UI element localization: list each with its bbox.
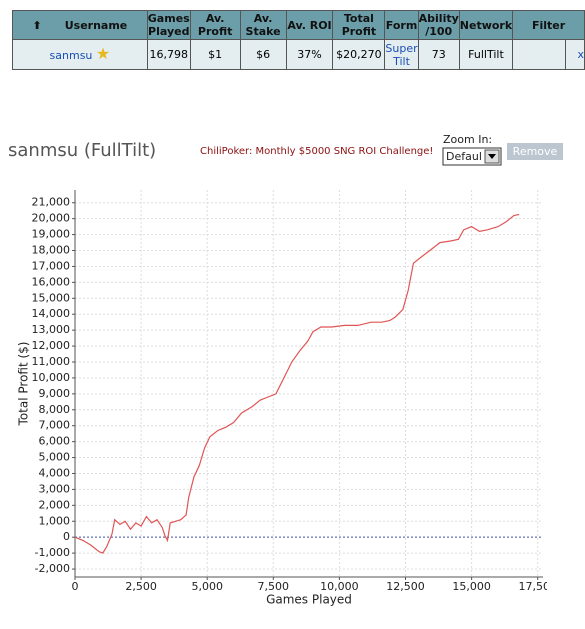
x-tick-label: 12,500 [386, 580, 425, 593]
y-tick-label: 7,000 [39, 419, 71, 432]
cell: x [564, 39, 585, 70]
cell: 37% [285, 39, 334, 70]
cell [512, 39, 566, 70]
cell: sanmsu ★ [12, 39, 148, 70]
header-row: ⬆ Username Games Played Av. Profit Av. S… [12, 10, 585, 40]
y-tick-label: 17,000 [32, 259, 71, 272]
y-tick-label: 14,000 [32, 307, 71, 320]
header-cell[interactable]: Total Profit [332, 10, 386, 40]
cell: FullTilt [458, 39, 514, 70]
y-tick-label: -1,000 [35, 546, 70, 559]
y-tick-label: 19,000 [32, 228, 71, 241]
profile-title: sanmsu (FullTilt) [8, 140, 156, 161]
x-tick-label: 2,500 [125, 580, 157, 593]
y-tick-label: 2,000 [39, 498, 71, 511]
cell: 16,798 [146, 39, 191, 70]
y-tick-label: 4,000 [39, 466, 71, 479]
chart: sanmsu (FullTilt) ChiliPoker: Monthly $5… [8, 133, 563, 607]
y-tick-label: 20,000 [32, 212, 71, 225]
header-cell[interactable]: Av. Profit [189, 10, 241, 40]
profit-line [74, 213, 520, 554]
data-row: sanmsu ★ 16,798 $1 $6 37% $20,270 Super … [12, 39, 585, 70]
y-tick-label: 18,000 [32, 244, 71, 257]
y-tick-label: 3,000 [39, 482, 71, 495]
arrow-icon [488, 154, 496, 159]
y-tick-label: 10,000 [32, 371, 71, 384]
y-tick-label: 13,000 [32, 323, 71, 336]
x-axis-title: Games Played [266, 593, 352, 607]
header-cell[interactable]: Form [384, 10, 419, 40]
y-tick-label: 9,000 [39, 387, 71, 400]
user-link[interactable]: sanmsu [49, 49, 93, 62]
x-tick-label: 5,000 [191, 580, 223, 593]
x-tick-label: 17,500 [518, 580, 557, 593]
header-cell: Filter [512, 10, 585, 40]
header-text: Username [64, 18, 128, 32]
form-link[interactable]: Super Tilt [385, 41, 418, 68]
stats-table: ⬆ Username Games Played Av. Profit Av. S… [12, 10, 585, 70]
zoom-label: Zoom In: [443, 133, 492, 146]
x-tick-label: 0 [72, 580, 79, 593]
y-tick-label: 5,000 [39, 451, 71, 464]
x-tick-label: 15,000 [452, 580, 491, 593]
y-axis-title: Total Profit ($) [17, 342, 31, 427]
promo-link[interactable]: ChiliPoker: Monthly $5000 SNG ROI Challe… [200, 146, 433, 157]
cell: $20,270 [332, 39, 386, 70]
y-tick-label: 11,000 [32, 355, 71, 368]
header-cell[interactable]: Ability /100 [417, 10, 460, 40]
zoom-value: Defaul [446, 150, 482, 163]
y-tick-label: 12,000 [32, 339, 71, 352]
cell: $6 [239, 39, 287, 70]
star-icon[interactable]: ★ [95, 44, 111, 63]
y-tick-label: 0 [63, 530, 70, 543]
header-cell[interactable]: Av. Stake [239, 10, 287, 40]
y-tick-label: 8,000 [39, 403, 71, 416]
y-tick-label: 15,000 [32, 291, 71, 304]
y-tick-label: 1,000 [39, 514, 71, 527]
cell: 73 [417, 39, 460, 70]
cell: Super Tilt [384, 39, 419, 70]
cell: $1 [189, 39, 241, 70]
remove-button-label: Remove [513, 145, 558, 158]
remove-link[interactable]: x [577, 48, 584, 61]
y-tick-label: 16,000 [32, 275, 71, 288]
header-cell[interactable]: Network [458, 10, 514, 40]
y-tick-label: 6,000 [39, 435, 71, 448]
y-tick-label: 21,000 [32, 196, 71, 209]
x-tick-label: 10,000 [320, 580, 359, 593]
header-cell[interactable]: Games Played [146, 10, 191, 40]
y-tick-label: -2,000 [35, 562, 70, 575]
header-cell[interactable]: ⬆ Username [12, 10, 148, 40]
x-tick-label: 7,500 [258, 580, 290, 593]
remove-button[interactable] [507, 143, 563, 160]
header-cell[interactable]: Av. ROI [285, 10, 334, 40]
